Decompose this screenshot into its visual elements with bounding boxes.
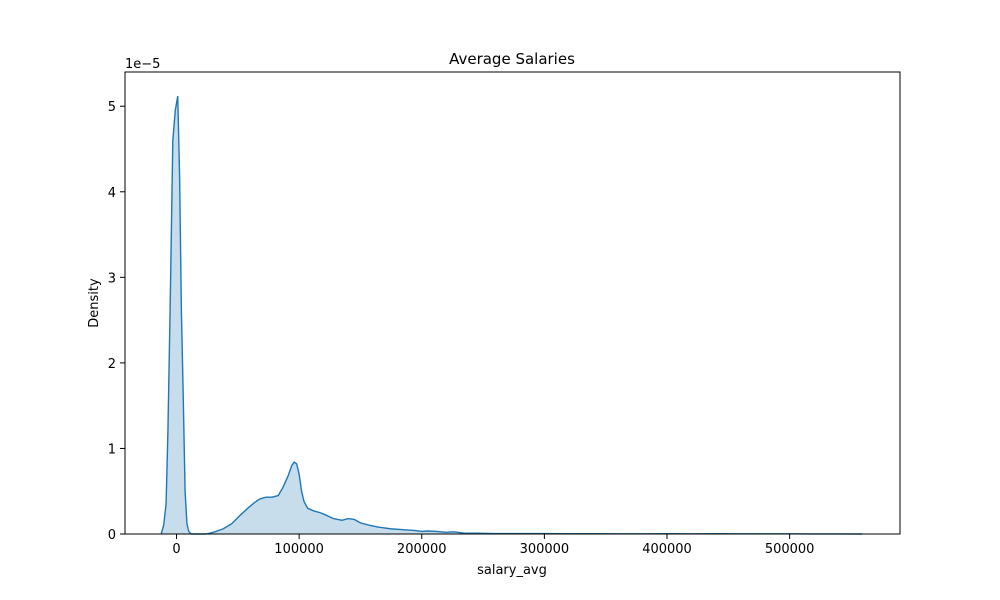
chart-title: Average Salaries — [449, 50, 575, 68]
y-tick-label: 2 — [108, 357, 116, 372]
y-tick-label: 0 — [108, 528, 116, 543]
y-axis-ticks: 0 1 2 3 4 5 — [108, 100, 125, 543]
x-tick-label: 400000 — [642, 542, 692, 557]
y-tick-label: 3 — [108, 271, 116, 286]
y-tick-label: 1 — [108, 442, 116, 457]
x-tick-label: 500000 — [765, 542, 815, 557]
x-axis-label: salary_avg — [477, 563, 547, 578]
density-curve-line — [160, 95, 862, 535]
y-axis-label: Density — [87, 278, 102, 328]
x-tick-label: 100000 — [274, 542, 324, 557]
x-tick-label: 300000 — [520, 542, 570, 557]
x-tick-label: 0 — [172, 542, 180, 557]
y-axis-offset-label: 1e−5 — [125, 57, 160, 72]
y-tick-label: 5 — [108, 100, 116, 115]
x-axis-ticks: 0 100000 200000 300000 400000 500000 — [172, 534, 814, 557]
x-tick-label: 200000 — [397, 542, 447, 557]
y-tick-label: 4 — [108, 186, 116, 201]
plot-frame — [124, 71, 901, 535]
density-area-fill — [161, 95, 862, 535]
plot-area — [160, 95, 862, 535]
